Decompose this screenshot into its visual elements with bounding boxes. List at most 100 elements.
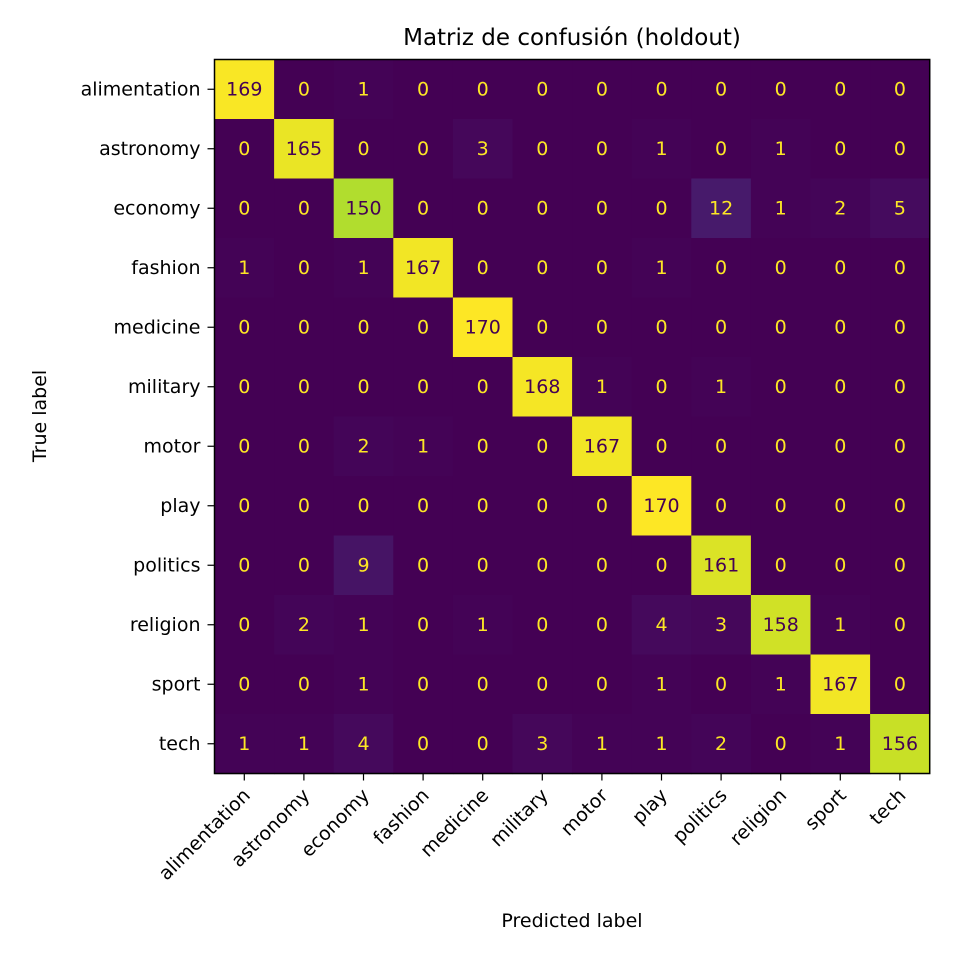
heatmap-cell-2-5 — [512, 178, 573, 239]
cell-value-8-10: 0 — [834, 554, 846, 576]
heatmap-cell-2-1 — [274, 178, 335, 239]
heatmap-cell-8-9 — [750, 535, 812, 596]
cell-value-2-8: 12 — [709, 197, 733, 219]
heatmap-cell-3-10 — [810, 238, 871, 299]
heatmap-cell-4-11 — [870, 297, 931, 358]
cell-value-3-6: 0 — [596, 257, 608, 279]
y-tick-label-tech: tech — [159, 733, 201, 755]
cell-value-6-7: 0 — [655, 435, 667, 457]
cell-value-2-11: 5 — [894, 197, 906, 219]
cell-value-5-6: 1 — [596, 376, 608, 398]
cell-value-4-11: 0 — [894, 316, 906, 338]
cell-value-8-6: 0 — [596, 554, 608, 576]
cell-value-7-10: 0 — [834, 495, 846, 517]
heatmap-cell-9-2 — [333, 595, 394, 656]
cell-value-1-4: 3 — [477, 138, 489, 160]
cell-value-2-5: 0 — [536, 197, 548, 219]
cell-value-3-4: 0 — [477, 257, 489, 279]
cell-value-2-3: 0 — [417, 197, 429, 219]
cell-value-9-10: 1 — [834, 614, 846, 636]
heatmap-cell-1-8 — [691, 119, 752, 180]
cell-value-0-2: 1 — [357, 78, 369, 100]
heatmap-cell-3-8 — [691, 238, 752, 299]
cell-value-4-9: 0 — [775, 316, 787, 338]
cell-value-3-3: 167 — [405, 257, 441, 279]
cell-value-9-6: 0 — [596, 614, 608, 636]
heatmap-cell-9-0 — [214, 595, 275, 656]
heatmap-cell-11-8 — [691, 714, 752, 775]
cell-value-0-8: 0 — [715, 78, 727, 100]
heatmap-cell-1-4 — [452, 119, 514, 180]
y-tick-label-play: play — [160, 495, 200, 517]
heatmap-cell-8-0 — [214, 535, 275, 596]
cell-value-11-4: 0 — [477, 733, 489, 755]
cell-value-10-4: 0 — [477, 673, 489, 695]
heatmap-cell-5-0 — [214, 357, 275, 418]
cell-value-11-8: 2 — [715, 733, 727, 755]
heatmap-cell-10-8 — [691, 654, 752, 715]
cell-value-2-10: 2 — [834, 197, 846, 219]
x-tick-label-religion: religion — [726, 784, 792, 850]
heatmap-cell-3-6 — [572, 238, 633, 299]
y-tick-label-military: military — [128, 376, 201, 398]
heatmap-cell-7-2 — [333, 476, 394, 537]
cell-value-7-8: 0 — [715, 495, 727, 517]
heatmap-cell-5-7 — [631, 357, 692, 418]
cell-value-3-11: 0 — [894, 257, 906, 279]
heatmap-cell-0-0 — [214, 59, 275, 120]
heatmap-cell-7-0 — [214, 476, 275, 537]
cell-value-0-1: 0 — [298, 78, 310, 100]
heatmap-cells — [214, 59, 931, 775]
heatmap-cell-6-1 — [274, 416, 335, 477]
heatmap-cell-10-9 — [750, 654, 812, 715]
cell-value-0-9: 0 — [775, 78, 787, 100]
cell-value-11-11: 156 — [882, 733, 918, 755]
cell-value-2-0: 0 — [238, 197, 250, 219]
heatmap-cell-9-1 — [274, 595, 335, 656]
heatmap-cell-8-4 — [452, 535, 514, 596]
cell-value-9-9: 158 — [763, 614, 799, 636]
heatmap-cell-7-4 — [452, 476, 514, 537]
heatmap-cell-3-1 — [274, 238, 335, 299]
cell-value-1-2: 0 — [357, 138, 369, 160]
cell-value-9-7: 4 — [655, 614, 667, 636]
heatmap-cell-0-10 — [810, 59, 871, 120]
heatmap-cell-10-4 — [452, 654, 514, 715]
cell-value-0-11: 0 — [894, 78, 906, 100]
cell-value-2-6: 0 — [596, 197, 608, 219]
cell-value-4-3: 0 — [417, 316, 429, 338]
heatmap-cell-8-8 — [691, 535, 752, 596]
heatmap-cell-4-3 — [393, 297, 454, 358]
cell-value-3-10: 0 — [834, 257, 846, 279]
cell-value-1-8: 0 — [715, 138, 727, 160]
cell-value-8-2: 9 — [357, 554, 369, 576]
cell-value-3-9: 0 — [775, 257, 787, 279]
heatmap-cell-6-10 — [810, 416, 871, 477]
cell-value-9-2: 1 — [357, 614, 369, 636]
cell-value-11-7: 1 — [655, 733, 667, 755]
cell-value-9-8: 3 — [715, 614, 727, 636]
heatmap-cell-8-3 — [393, 535, 454, 596]
cell-value-10-2: 1 — [357, 673, 369, 695]
cell-value-1-10: 0 — [834, 138, 846, 160]
heatmap-cell-3-5 — [512, 238, 573, 299]
heatmap-cell-0-1 — [274, 59, 335, 120]
heatmap-cell-7-11 — [870, 476, 931, 537]
heatmap-cell-5-4 — [452, 357, 514, 418]
heatmap-cell-10-3 — [393, 654, 454, 715]
heatmap-cell-11-10 — [810, 714, 871, 775]
cell-value-1-3: 0 — [417, 138, 429, 160]
heatmap-cell-4-1 — [274, 297, 335, 358]
heatmap-cell-11-11 — [870, 714, 931, 775]
cell-value-10-9: 1 — [775, 673, 787, 695]
cell-value-10-7: 1 — [655, 673, 667, 695]
cell-value-6-5: 0 — [536, 435, 548, 457]
heatmap-cell-8-11 — [870, 535, 931, 596]
heatmap-cell-9-5 — [512, 595, 573, 656]
heatmap-cell-5-5 — [512, 357, 573, 418]
heatmap-cell-2-6 — [572, 178, 633, 239]
heatmap-cell-4-7 — [631, 297, 692, 358]
cell-value-10-6: 0 — [596, 673, 608, 695]
cell-value-7-6: 0 — [596, 495, 608, 517]
cell-value-7-1: 0 — [298, 495, 310, 517]
